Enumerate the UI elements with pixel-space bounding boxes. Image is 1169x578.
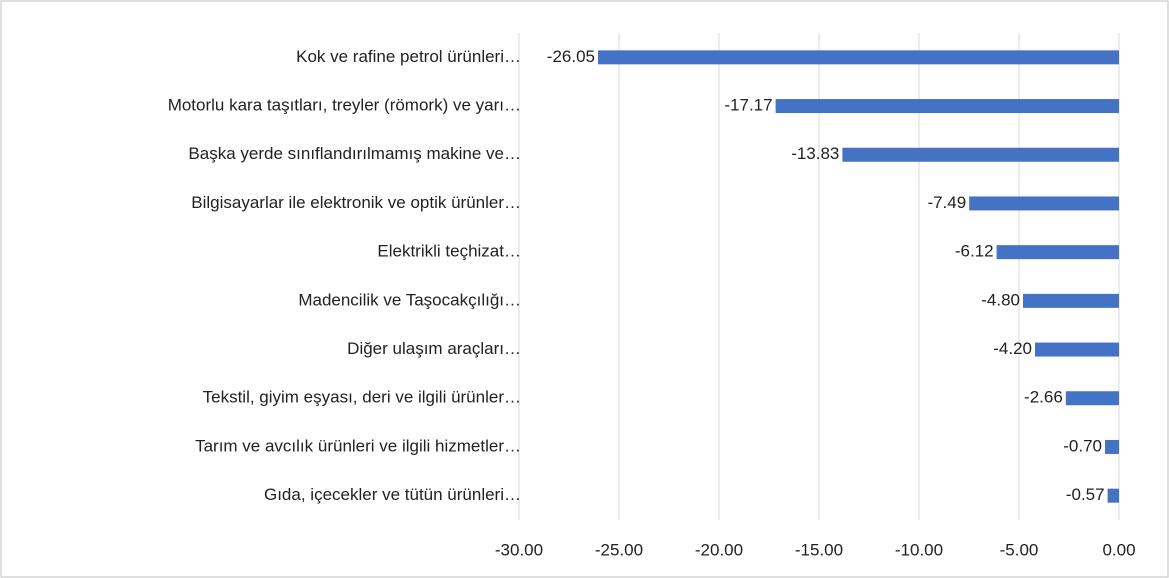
x-tick-label: 0.00	[1102, 540, 1135, 559]
data-label: -0.57	[1066, 485, 1105, 504]
data-label: -13.83	[791, 144, 839, 163]
bar	[1035, 342, 1119, 357]
data-label: -6.12	[955, 242, 994, 261]
bar	[1023, 293, 1119, 308]
bar	[1107, 488, 1119, 503]
y-tick-label: Bilgisayarlar ile elektronik ve optik ür…	[191, 193, 521, 212]
y-tick-label: Madencilik ve Taşocakçılığı…	[298, 290, 521, 309]
x-tick-label: -5.00	[1000, 540, 1039, 559]
bar	[1105, 439, 1119, 454]
y-tick-label: Başka yerde sınıflandırılmamış makine ve…	[188, 144, 521, 163]
data-label: -4.80	[981, 290, 1020, 309]
data-label: -7.49	[927, 193, 966, 212]
y-tick-label: Diğer ulaşım araçları…	[347, 339, 521, 358]
bar	[598, 50, 1119, 65]
x-tick-label: -30.00	[495, 540, 543, 559]
y-tick-label: Gıda, içecekler ve tütün ürünleri…	[264, 485, 521, 504]
y-tick-label: Motorlu kara taşıtları, treyler (römork)…	[168, 96, 521, 115]
data-label: -26.05	[547, 47, 595, 66]
data-label: -17.17	[724, 96, 772, 115]
y-tick-label: Elektrikli teçhizat…	[377, 242, 521, 261]
data-label: -2.66	[1024, 388, 1063, 407]
y-tick-label: Tekstil, giyim eşyası, deri ve ilgili ür…	[203, 388, 521, 407]
y-tick-label: Kok ve rafine petrol ürünleri…	[296, 47, 521, 66]
x-tick-label: -15.00	[795, 540, 843, 559]
x-tick-label: -20.00	[695, 540, 743, 559]
data-label: -0.70	[1063, 436, 1102, 455]
bar	[996, 245, 1119, 260]
bar	[1065, 391, 1119, 406]
bar	[969, 196, 1119, 211]
x-tick-label: -25.00	[595, 540, 643, 559]
bar	[775, 99, 1119, 114]
bar	[842, 147, 1119, 162]
y-tick-label: Tarım ve avcılık ürünleri ve ilgili hizm…	[195, 436, 521, 455]
data-label: -4.20	[993, 339, 1032, 358]
x-tick-label: -10.00	[895, 540, 943, 559]
